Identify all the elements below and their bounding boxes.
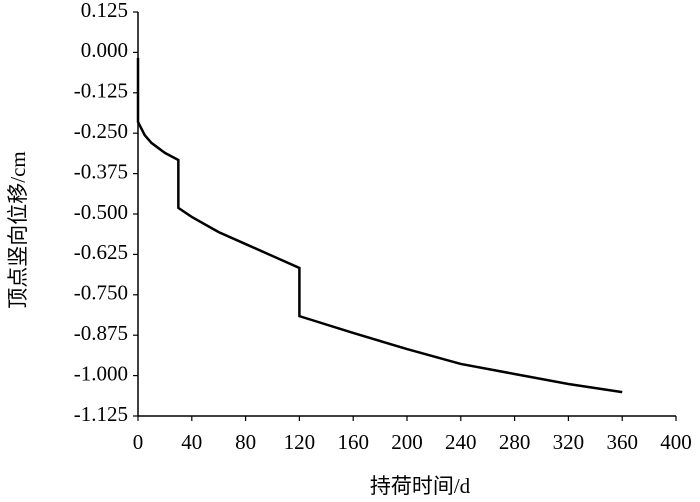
y-tick-label: -0.125 xyxy=(74,79,128,103)
y-tick-label: -0.750 xyxy=(74,281,128,305)
y-tick-label: -0.500 xyxy=(74,200,128,224)
x-tick-label: 0 xyxy=(133,430,144,454)
y-tick-label: 0.125 xyxy=(81,0,128,22)
x-tick-label: 360 xyxy=(606,430,638,454)
y-tick-label: -0.250 xyxy=(74,119,128,143)
x-axis-label: 持荷时间/d xyxy=(370,474,471,498)
y-tick-label: -0.875 xyxy=(74,321,128,345)
data-line xyxy=(136,57,623,394)
y-tick-label: -1.000 xyxy=(74,361,128,385)
x-tick-label: 160 xyxy=(337,430,369,454)
x-tick-label: 320 xyxy=(553,430,585,454)
y-tick-label: -0.375 xyxy=(74,159,128,183)
x-tick-label: 120 xyxy=(284,430,316,454)
y-tick-label: 0.000 xyxy=(81,38,128,62)
y-axis-label: 顶点竖向位移/cm xyxy=(6,151,30,309)
x-tick-label: 200 xyxy=(391,430,423,454)
x-tick-label: 80 xyxy=(235,430,256,454)
x-tick-label: 400 xyxy=(660,430,692,454)
x-tick-label: 240 xyxy=(445,430,477,454)
x-tick-label: 40 xyxy=(181,430,202,454)
x-tick-label: 280 xyxy=(499,430,531,454)
y-tick-label: -0.625 xyxy=(74,240,128,264)
y-tick-label: -1.125 xyxy=(74,402,128,426)
